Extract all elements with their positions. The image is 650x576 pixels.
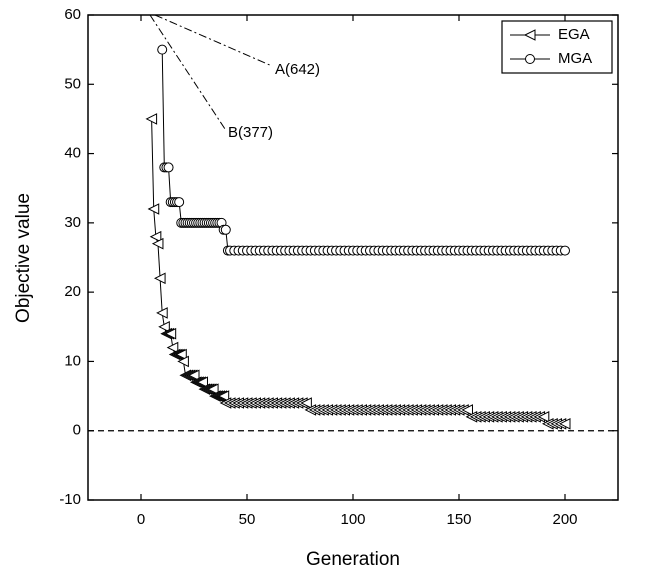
legend-label: EGA [558, 26, 590, 43]
annotation: A(642) [275, 61, 320, 78]
series-line [151, 118, 565, 425]
y-tick-label: 10 [64, 352, 81, 369]
y-tick-label: 20 [64, 283, 81, 300]
data-point [177, 355, 189, 368]
data-point [300, 397, 312, 409]
legend-label: MGA [558, 50, 592, 67]
y-tick-label: -10 [59, 491, 81, 508]
data-point [147, 203, 160, 215]
data-point [145, 113, 158, 125]
data-point [166, 341, 179, 354]
y-tick-label: 30 [64, 214, 81, 231]
data-point [175, 348, 187, 361]
data-point [149, 230, 162, 243]
y-tick-label: 60 [64, 6, 81, 23]
data-point [206, 383, 219, 395]
data-point [187, 369, 200, 382]
x-axis-title: Generation [306, 549, 400, 570]
x-tick-label: 50 [239, 511, 256, 528]
data-point [220, 224, 231, 235]
data-point [537, 411, 550, 423]
data-point [164, 327, 177, 340]
y-tick-label: 50 [64, 75, 81, 92]
data-point [174, 197, 185, 208]
legend-marker [523, 29, 536, 41]
legend-box [501, 20, 613, 74]
data-point [151, 237, 164, 250]
annotation-leader [149, 14, 226, 130]
x-tick-label: 0 [137, 511, 145, 528]
data-point [560, 245, 570, 256]
x-tick-label: 150 [446, 511, 471, 528]
data-point [157, 44, 168, 55]
annotation-leader [154, 14, 273, 67]
x-tick-label: 100 [340, 511, 365, 528]
y-tick-label: 40 [64, 145, 81, 162]
data-point [163, 162, 174, 173]
data-point [558, 417, 571, 430]
annotation: B(377) [228, 124, 273, 141]
data-point [461, 404, 473, 416]
data-point [153, 272, 166, 285]
legend-marker [525, 54, 535, 64]
data-point [156, 307, 168, 319]
data-point [196, 376, 208, 389]
data-point [217, 390, 230, 402]
data-point [158, 320, 170, 333]
plot-frame [87, 14, 619, 501]
y-tick-label: 0 [73, 422, 81, 439]
x-tick-label: 200 [552, 511, 577, 528]
y-axis-title: Objective value [13, 193, 34, 323]
